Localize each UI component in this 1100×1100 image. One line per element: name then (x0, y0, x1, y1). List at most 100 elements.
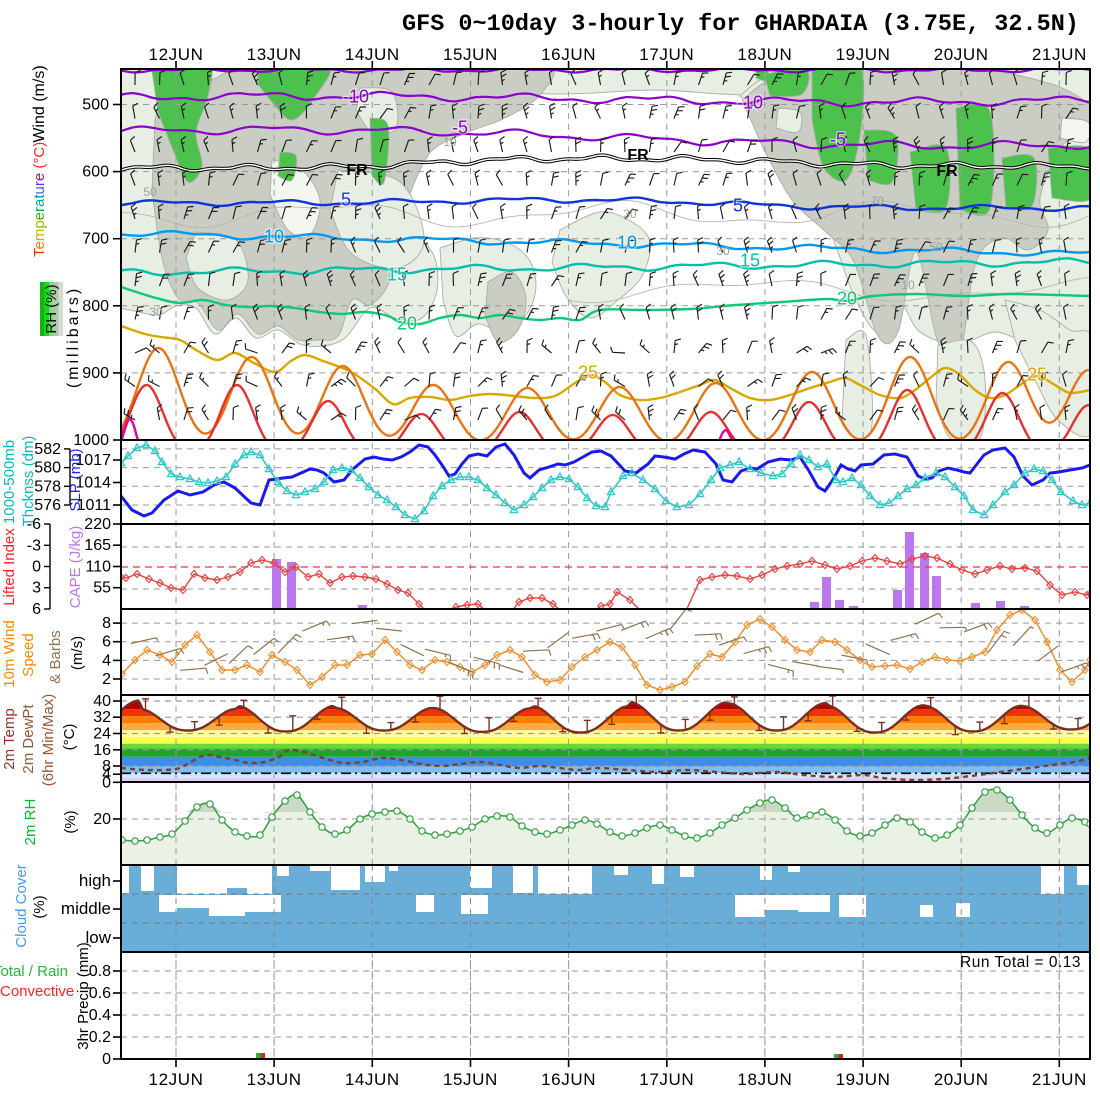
svg-text:14JUN: 14JUN (345, 45, 400, 64)
svg-text:20: 20 (93, 811, 111, 828)
svg-text:Temperature (°C): Temperature (°C) (31, 142, 48, 257)
svg-text:0.6: 0.6 (89, 985, 111, 1002)
svg-text:10: 10 (443, 135, 457, 149)
svg-text:FR: FR (627, 147, 649, 164)
svg-text:Cloud Cover: Cloud Cover (13, 864, 30, 947)
svg-text:16JUN: 16JUN (541, 1070, 596, 1089)
svg-text:16: 16 (93, 742, 111, 759)
svg-text:21JUN: 21JUN (1032, 45, 1087, 64)
svg-text:middle: middle (61, 899, 111, 918)
svg-text:580: 580 (34, 460, 61, 477)
svg-text:800: 800 (82, 298, 109, 315)
svg-text:6: 6 (102, 634, 111, 651)
svg-text:Wind (m/s): Wind (m/s) (31, 65, 48, 142)
svg-text:2m Temp: 2m Temp (1, 708, 18, 769)
svg-text:-3: -3 (27, 537, 41, 554)
svg-text:(millibars): (millibars) (65, 286, 82, 388)
svg-text:Total / Rain: Total / Rain (0, 963, 68, 980)
svg-text:0: 0 (102, 774, 111, 791)
svg-text:24: 24 (93, 726, 111, 743)
svg-text:12JUN: 12JUN (149, 45, 204, 64)
svg-text:-5: -5 (830, 129, 846, 149)
svg-text:14JUN: 14JUN (345, 1070, 400, 1089)
svg-text:1000-500mb: 1000-500mb (1, 440, 18, 524)
svg-text:10: 10 (264, 226, 284, 246)
svg-text:8: 8 (102, 615, 111, 632)
svg-text:10: 10 (617, 232, 637, 252)
svg-text:& Barbs: & Barbs (47, 630, 64, 683)
svg-text:25: 25 (578, 362, 598, 382)
svg-text:32: 32 (93, 709, 111, 726)
svg-text:(%): (%) (31, 895, 48, 918)
svg-text:500: 500 (82, 97, 109, 114)
svg-text:15: 15 (740, 250, 760, 270)
svg-text:high: high (79, 871, 111, 890)
svg-text:(%): (%) (62, 810, 79, 833)
svg-text:-6: -6 (27, 516, 41, 533)
svg-text:220: 220 (84, 516, 111, 533)
svg-text:30: 30 (149, 305, 163, 319)
svg-text:2m DewPt: 2m DewPt (20, 704, 37, 774)
svg-text:SLP (mb): SLP (mb) (67, 448, 84, 511)
svg-text:RH (%): RH (%) (43, 284, 60, 333)
svg-text:50: 50 (143, 185, 157, 199)
svg-text:5: 5 (341, 189, 351, 209)
svg-text:16JUN: 16JUN (541, 45, 596, 64)
svg-text:-10: -10 (343, 86, 369, 106)
svg-text:(6hr Min/Max): (6hr Min/Max) (40, 694, 57, 787)
svg-text:600: 600 (82, 164, 109, 181)
svg-text:-5: -5 (452, 117, 468, 137)
svg-text:15: 15 (387, 264, 407, 284)
svg-text:5: 5 (733, 195, 743, 215)
svg-text:0: 0 (102, 1051, 111, 1068)
svg-text:0.4: 0.4 (89, 1007, 111, 1024)
svg-text:0.2: 0.2 (89, 1029, 111, 1046)
svg-text:578: 578 (34, 478, 61, 495)
svg-text:13JUN: 13JUN (247, 1070, 302, 1089)
svg-text:Run Total = 0.13: Run Total = 0.13 (960, 954, 1081, 971)
svg-text:17JUN: 17JUN (639, 1070, 694, 1089)
svg-text:CAPE (J/kg): CAPE (J/kg) (67, 526, 84, 609)
svg-text:18JUN: 18JUN (737, 1070, 792, 1089)
svg-text:15JUN: 15JUN (443, 45, 498, 64)
svg-text:30: 30 (623, 207, 637, 221)
svg-text:19JUN: 19JUN (836, 1070, 891, 1089)
svg-text:700: 700 (82, 231, 109, 248)
svg-text:582: 582 (34, 441, 61, 458)
svg-text:55: 55 (93, 580, 111, 597)
svg-text:FR: FR (346, 162, 368, 179)
svg-text:4: 4 (102, 652, 111, 669)
svg-text:1014: 1014 (75, 475, 111, 492)
svg-text:6: 6 (32, 601, 41, 618)
svg-text:8: 8 (102, 758, 111, 775)
svg-text:13JUN: 13JUN (247, 45, 302, 64)
svg-text:3hr Precip (mm): 3hr Precip (mm) (75, 942, 92, 1050)
svg-text:10: 10 (901, 278, 915, 292)
svg-text:Speed: Speed (20, 633, 37, 676)
svg-text:10m Wind: 10m Wind (1, 620, 18, 688)
svg-text:1011: 1011 (77, 497, 112, 514)
svg-text:GFS 0~10day 3-hourly for GHARD: GFS 0~10day 3-hourly for GHARDAIA (3.75E… (402, 11, 1079, 38)
svg-text:1017: 1017 (75, 452, 111, 469)
svg-text:0: 0 (32, 559, 41, 576)
svg-text:3: 3 (32, 580, 41, 597)
svg-text:70: 70 (870, 194, 884, 208)
svg-text:Thcknss (dm): Thcknss (dm) (20, 436, 37, 527)
svg-text:20JUN: 20JUN (934, 45, 989, 64)
svg-text:576: 576 (34, 497, 61, 514)
svg-text:110: 110 (85, 558, 111, 575)
svg-text:30: 30 (716, 244, 730, 258)
svg-text:Lifted Index: Lifted Index (1, 528, 18, 606)
svg-text:17JUN: 17JUN (639, 45, 694, 64)
svg-text:2m RH: 2m RH (22, 799, 39, 846)
svg-text:12JUN: 12JUN (149, 1070, 204, 1089)
svg-text:50: 50 (929, 240, 943, 254)
svg-text:25: 25 (1027, 364, 1047, 384)
svg-text:19JUN: 19JUN (836, 45, 891, 64)
svg-text:(°C): (°C) (61, 724, 78, 751)
svg-text:900: 900 (82, 365, 109, 382)
svg-text:(m/s): (m/s) (69, 636, 86, 670)
svg-text:21JUN: 21JUN (1032, 1070, 1087, 1089)
svg-text:4: 4 (102, 766, 111, 783)
svg-text:Convective: Convective (0, 983, 74, 1000)
